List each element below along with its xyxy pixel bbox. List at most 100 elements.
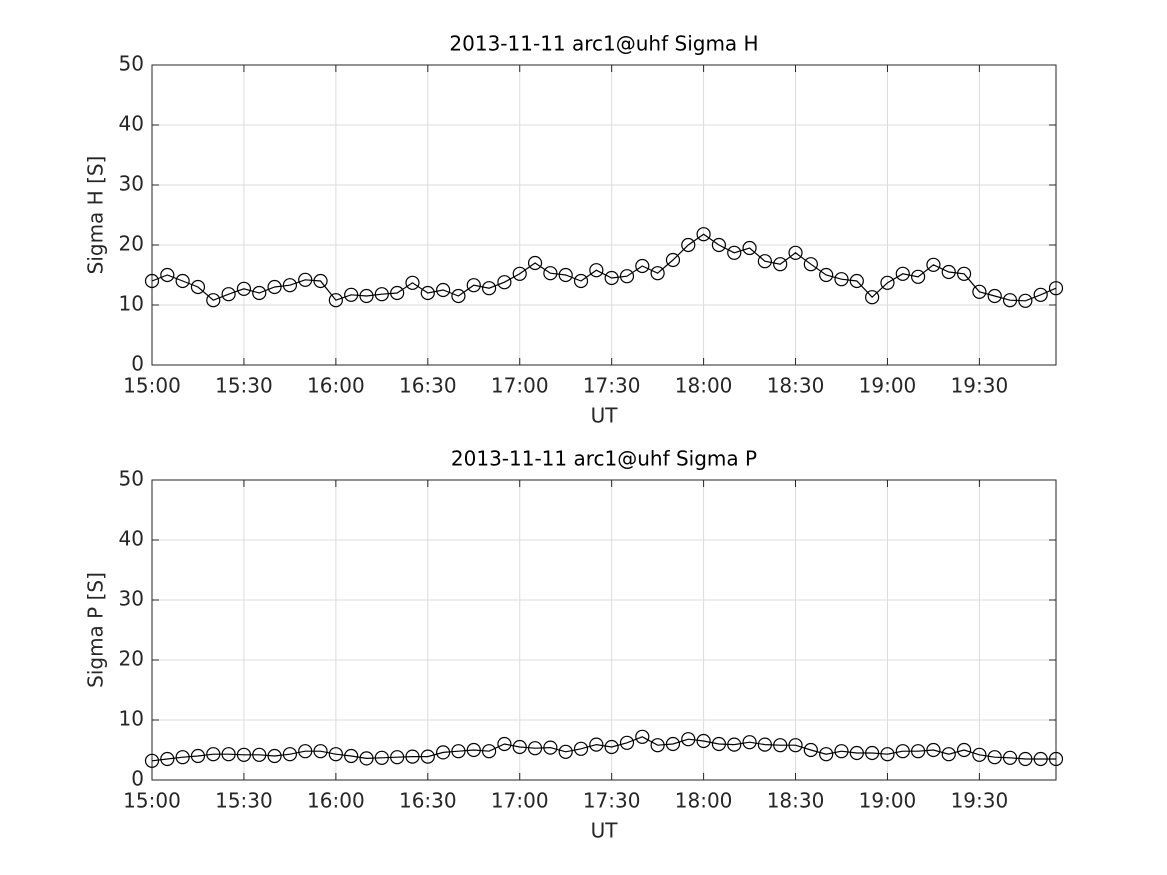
- data-point: [619, 735, 635, 750]
- data-point: [1048, 281, 1064, 296]
- data-point: [619, 269, 635, 284]
- data-point: [757, 737, 772, 752]
- x-axis-label: UT: [591, 819, 619, 843]
- axes-box: [151, 64, 1057, 366]
- data-point: [298, 272, 313, 287]
- data-point: [527, 255, 543, 271]
- data-point: [665, 736, 681, 752]
- data-point: [911, 269, 926, 284]
- data-point: [865, 290, 880, 305]
- x-tick-label: 16:30: [399, 374, 457, 398]
- y-tick-label: 10: [119, 707, 144, 731]
- data-point: [1018, 751, 1033, 767]
- data-line: [151, 233, 1057, 302]
- data-point: [911, 744, 926, 759]
- x-tick-label: 15:00: [123, 789, 181, 813]
- data-point: [987, 750, 1002, 765]
- x-tick-label: 17:00: [491, 374, 549, 398]
- data-point: [1002, 750, 1018, 765]
- data-point: [742, 240, 757, 256]
- data-point: [1002, 293, 1018, 308]
- y-tick-label: 30: [119, 587, 144, 611]
- x-tick-label: 16:00: [307, 374, 365, 398]
- x-tick-label: 19:00: [859, 374, 917, 398]
- data-point: [1033, 751, 1048, 767]
- data-point: [236, 747, 252, 762]
- chart-title: 2013-11-11 arc1@uhf Sigma P: [451, 447, 757, 471]
- data-point: [405, 275, 420, 290]
- data-point: [206, 747, 221, 762]
- x-tick-label: 18:30: [767, 789, 825, 813]
- data-point: [436, 282, 451, 298]
- y-tick-label: 0: [131, 352, 144, 376]
- y-tick-label: 20: [119, 647, 144, 671]
- data-point: [481, 744, 497, 759]
- x-tick-label: 16:00: [307, 789, 365, 813]
- data-point: [543, 266, 558, 281]
- data-point: [190, 279, 206, 295]
- x-tick-label: 19:30: [951, 789, 1009, 813]
- data-point: [773, 738, 788, 753]
- x-tick-label: 18:00: [675, 374, 733, 398]
- data-point: [635, 258, 650, 274]
- data-point: [941, 264, 956, 280]
- data-point: [956, 742, 972, 758]
- data-point: [788, 738, 803, 753]
- y-axis-label: Sigma P [S]: [84, 572, 108, 688]
- data-point: [895, 744, 910, 759]
- x-tick-label: 19:00: [859, 789, 917, 813]
- data-point: [390, 285, 405, 301]
- data-point: [497, 736, 512, 752]
- data-point: [696, 733, 711, 749]
- data-point: [175, 273, 190, 289]
- x-tick-label: 17:30: [583, 374, 641, 398]
- data-point: [1033, 287, 1048, 302]
- data-point: [757, 254, 772, 269]
- x-tick-label: 15:00: [123, 374, 181, 398]
- data-point: [926, 742, 941, 758]
- data-point: [665, 252, 681, 268]
- data-point: [466, 278, 481, 293]
- data-point: [527, 741, 543, 756]
- data-point: [819, 267, 834, 283]
- data-point: [589, 737, 604, 752]
- y-tick-label: 50: [119, 467, 144, 491]
- y-tick-label: 40: [119, 527, 144, 551]
- data-point: [573, 741, 589, 756]
- data-point: [298, 744, 313, 759]
- data-point: [267, 279, 282, 295]
- data-point: [282, 278, 297, 293]
- data-point: [941, 747, 956, 762]
- data-point: [727, 245, 742, 260]
- data-point: [420, 749, 435, 764]
- data-point: [160, 267, 175, 283]
- data-point: [175, 750, 190, 765]
- data-point: [834, 272, 849, 287]
- data-point: [206, 293, 221, 308]
- y-tick-label: 20: [119, 232, 144, 256]
- data-point: [344, 287, 359, 302]
- data-point: [696, 227, 711, 242]
- x-tick-label: 18:00: [675, 789, 733, 813]
- data-point: [282, 747, 297, 762]
- data-point: [497, 275, 512, 290]
- data-point: [374, 750, 389, 765]
- data-point: [573, 273, 589, 289]
- data-point: [819, 747, 834, 762]
- data-point: [727, 737, 742, 752]
- data-point: [803, 257, 818, 272]
- data-point: [451, 288, 466, 304]
- data-point: [711, 237, 727, 253]
- data-point: [880, 275, 895, 290]
- data-point: [742, 735, 757, 750]
- data-point: [972, 284, 987, 299]
- data-point: [466, 742, 481, 758]
- data-point: [144, 273, 160, 289]
- data-point: [1018, 293, 1033, 308]
- x-tick-label: 15:30: [215, 374, 273, 398]
- axes-box: [151, 479, 1057, 781]
- data-point: [773, 257, 788, 272]
- data-point: [252, 285, 267, 301]
- data-point: [144, 753, 160, 768]
- y-tick-label: 40: [119, 112, 144, 136]
